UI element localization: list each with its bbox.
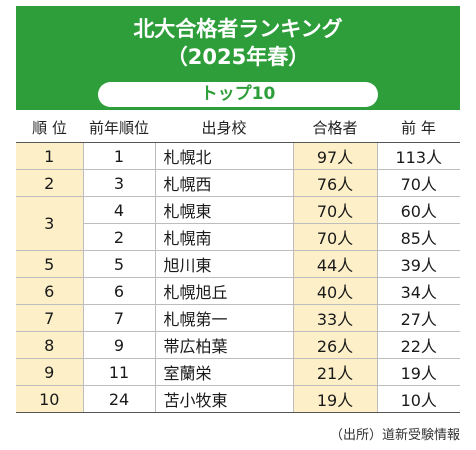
last-year-cell: 85人 <box>377 223 460 251</box>
table-row: 9 11 室蘭栄 21人 19人 <box>16 358 460 386</box>
rank-cell: 1 <box>16 142 84 170</box>
school-cell: 札幌旭丘 <box>155 277 294 305</box>
last-year-cell: 39人 <box>377 250 460 278</box>
title-banner: 北大合格者ランキング （2025年春） トップ10 <box>16 6 460 110</box>
passers-cell: 40人 <box>293 277 378 305</box>
prev-rank-cell: 1 <box>83 142 156 170</box>
rank-cell: 5 <box>16 250 84 278</box>
prev-rank-cell: 24 <box>83 385 156 413</box>
last-year-cell: 19人 <box>377 358 460 386</box>
last-year-cell: 10人 <box>377 385 460 413</box>
rank-cell: 2 <box>16 169 84 197</box>
last-year-cell: 113人 <box>377 142 460 170</box>
last-year-cell: 27人 <box>377 304 460 332</box>
rank-cell: 9 <box>16 358 84 386</box>
passers-cell: 97人 <box>293 142 378 170</box>
source-note: （出所）道新受験情報 <box>329 428 460 443</box>
passers-cell: 76人 <box>293 169 378 197</box>
column-header-prev-rank: 前年順位 <box>83 112 155 143</box>
passers-cell: 33人 <box>293 304 378 332</box>
rank-cell-merged: 3 <box>16 196 84 251</box>
table-row: 6 6 札幌旭丘 40人 34人 <box>16 277 460 305</box>
column-header-last-year: 前 年 <box>377 112 460 143</box>
last-year-cell: 34人 <box>377 277 460 305</box>
passers-cell: 21人 <box>293 358 378 386</box>
last-year-cell: 22人 <box>377 331 460 359</box>
prev-rank-cell: 9 <box>83 331 156 359</box>
prev-rank-cell: 4 <box>83 196 156 224</box>
table-row: 5 5 旭川東 44人 39人 <box>16 250 460 278</box>
rank-cell: 6 <box>16 277 84 305</box>
rank-cell: 7 <box>16 304 84 332</box>
prev-rank-cell: 11 <box>83 358 156 386</box>
column-header-school: 出身校 <box>155 112 293 143</box>
passers-cell: 19人 <box>293 385 378 413</box>
page-title: 北大合格者ランキング <box>133 17 343 41</box>
last-year-cell: 70人 <box>377 169 460 197</box>
table-header-row: 順 位 前年順位 出身校 合格者 前 年 <box>16 112 460 143</box>
table-row: 2 3 札幌西 76人 70人 <box>16 169 460 197</box>
prev-rank-cell: 3 <box>83 169 156 197</box>
page-subtitle-date: （2025年春） <box>166 45 310 69</box>
top10-pill-label: トップ10 <box>98 82 378 107</box>
school-cell: 苫小牧東 <box>155 385 294 413</box>
rank-cell: 10 <box>16 385 84 413</box>
school-cell: 旭川東 <box>155 250 294 278</box>
table-row: 1 1 札幌北 97人 113人 <box>16 142 460 170</box>
prev-rank-cell: 6 <box>83 277 156 305</box>
school-cell: 札幌西 <box>155 169 294 197</box>
table-row: 10 24 苫小牧東 19人 10人 <box>16 385 460 413</box>
prev-rank-cell: 7 <box>83 304 156 332</box>
table-row: 8 9 帯広柏葉 26人 22人 <box>16 331 460 359</box>
last-year-cell: 60人 <box>377 196 460 224</box>
rank-cell: 8 <box>16 331 84 359</box>
passers-cell: 70人 <box>293 196 378 224</box>
prev-rank-cell: 2 <box>83 223 156 251</box>
school-cell: 札幌北 <box>155 142 294 170</box>
school-cell: 室蘭栄 <box>155 358 294 386</box>
school-cell: 帯広柏葉 <box>155 331 294 359</box>
ranking-table: 順 位 前年順位 出身校 合格者 前 年 1 1 札幌北 97人 113人 2 … <box>16 112 460 413</box>
school-cell: 札幌東 <box>155 196 294 224</box>
table-row: 3 4 札幌東 70人 60人 <box>16 196 460 251</box>
passers-cell: 70人 <box>293 223 378 251</box>
table-row: 7 7 札幌第一 33人 27人 <box>16 304 460 332</box>
column-header-rank: 順 位 <box>16 112 83 143</box>
column-header-passers: 合格者 <box>293 112 377 143</box>
school-cell: 札幌第一 <box>155 304 294 332</box>
table-row: 2 札幌南 70人 85人 <box>16 223 460 251</box>
passers-cell: 26人 <box>293 331 378 359</box>
prev-rank-cell: 5 <box>83 250 156 278</box>
school-cell: 札幌南 <box>155 223 294 251</box>
passers-cell: 44人 <box>293 250 378 278</box>
